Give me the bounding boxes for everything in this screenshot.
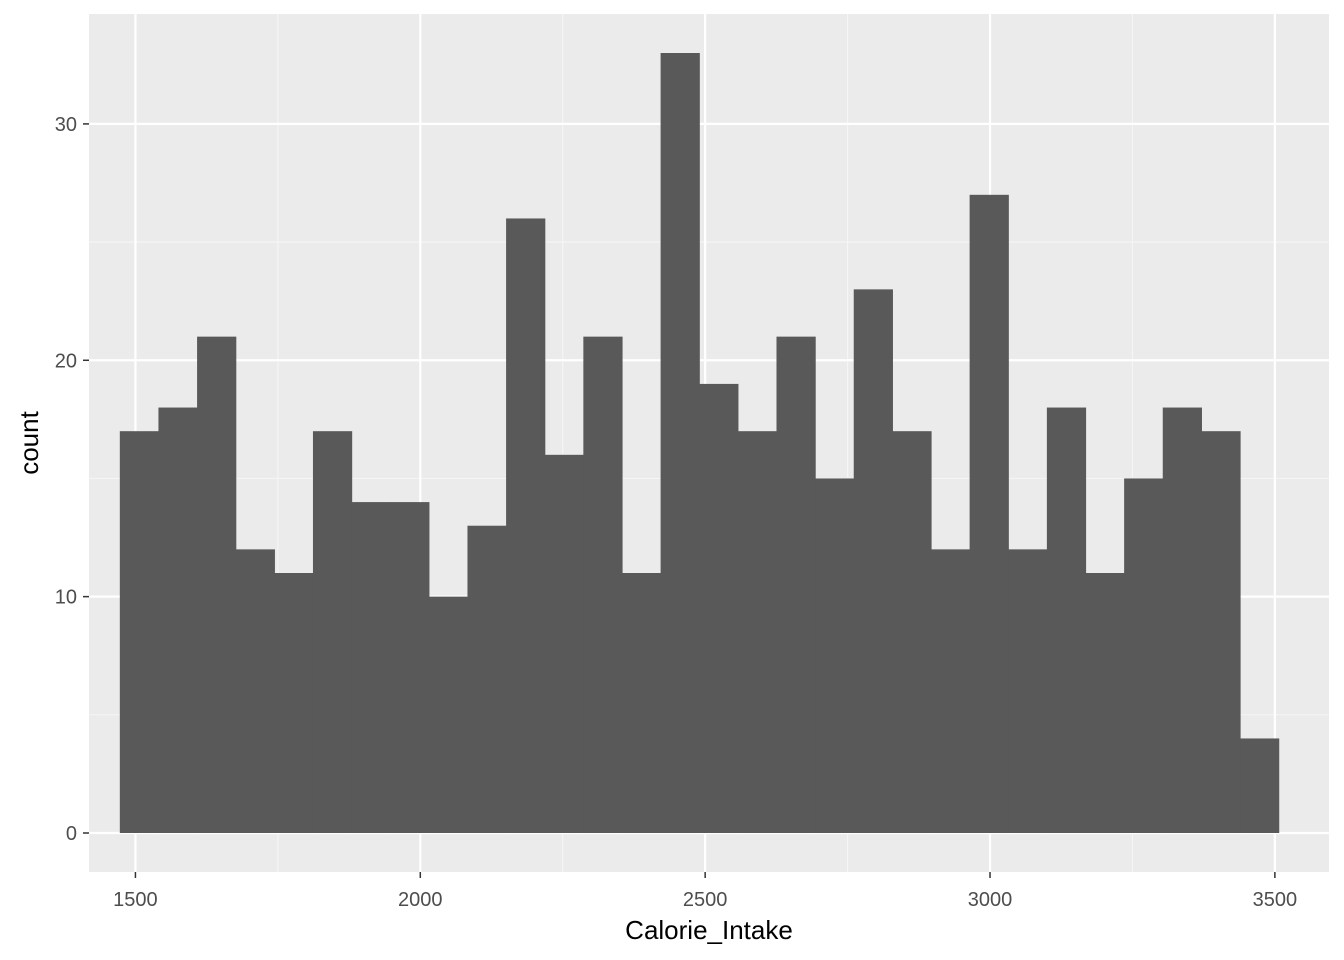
x-tick-label: 3500	[1253, 889, 1298, 911]
histogram-bar	[351, 502, 391, 833]
y-axis-title: count	[14, 410, 44, 474]
histogram-bar	[119, 431, 160, 833]
histogram-bar	[853, 289, 893, 833]
x-axis-title: Calorie_Intake	[625, 915, 793, 945]
x-tick-label: 3000	[968, 889, 1013, 911]
histogram-bar	[235, 549, 275, 833]
histogram-bar	[930, 549, 971, 833]
histogram-bar	[737, 431, 778, 833]
histogram-bar	[776, 336, 816, 833]
histogram-bar	[1124, 478, 1164, 833]
histogram-bar	[1201, 431, 1241, 833]
histogram-bars	[119, 53, 1280, 834]
x-tick-label: 2500	[683, 889, 728, 911]
histogram-bar	[467, 525, 507, 833]
histogram-bar	[158, 407, 198, 833]
x-tick-label: 1500	[113, 889, 158, 911]
histogram-bar	[1240, 738, 1280, 833]
histogram-bar	[506, 218, 546, 834]
y-tick-label: 20	[55, 350, 77, 372]
histogram-bar	[274, 573, 314, 833]
y-tick-label: 30	[55, 114, 77, 136]
histogram-bar	[1008, 549, 1048, 833]
histogram-bar	[1162, 407, 1202, 833]
y-tick-label: 0	[66, 823, 77, 845]
histogram-bar	[390, 502, 430, 833]
histogram-bar	[1085, 573, 1125, 833]
y-tick-label: 10	[55, 587, 77, 609]
histogram-bar	[544, 454, 584, 833]
histogram-bar	[312, 431, 353, 833]
histogram-bar	[660, 53, 700, 833]
histogram-bar	[815, 478, 855, 833]
histogram-bar	[583, 336, 623, 833]
histogram-bar	[1046, 407, 1087, 833]
histogram-bar	[197, 336, 237, 833]
histogram-bar	[621, 573, 662, 833]
histogram-bar	[428, 596, 469, 833]
y-axis: 0 10 20 30	[55, 114, 89, 845]
histogram-bar	[699, 383, 739, 833]
x-tick-label: 2000	[398, 889, 443, 911]
histogram-bar	[969, 194, 1009, 833]
histogram-bar	[892, 431, 932, 833]
x-axis: 1500 2000 2500 3000 3500	[113, 872, 1297, 911]
